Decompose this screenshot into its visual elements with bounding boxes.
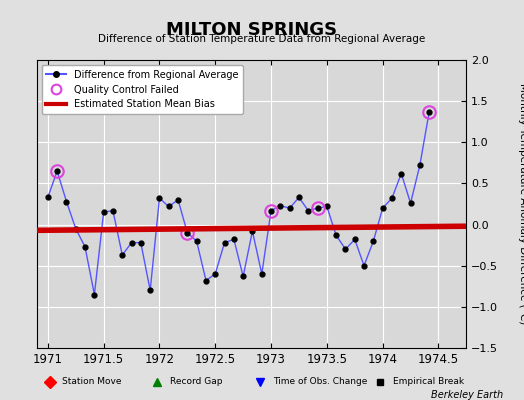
Text: Station Move: Station Move	[62, 378, 122, 386]
Text: Empirical Break: Empirical Break	[394, 378, 464, 386]
Title: MILTON SPRINGS: MILTON SPRINGS	[166, 21, 337, 39]
Text: Berkeley Earth: Berkeley Earth	[431, 390, 503, 400]
Text: Difference of Station Temperature Data from Regional Average: Difference of Station Temperature Data f…	[99, 34, 425, 44]
Legend: Difference from Regional Average, Quality Control Failed, Estimated Station Mean: Difference from Regional Average, Qualit…	[41, 65, 243, 114]
Text: Time of Obs. Change: Time of Obs. Change	[273, 378, 367, 386]
Y-axis label: Monthly Temperature Anomaly Difference (°C): Monthly Temperature Anomaly Difference (…	[518, 83, 524, 325]
Text: Record Gap: Record Gap	[170, 378, 222, 386]
